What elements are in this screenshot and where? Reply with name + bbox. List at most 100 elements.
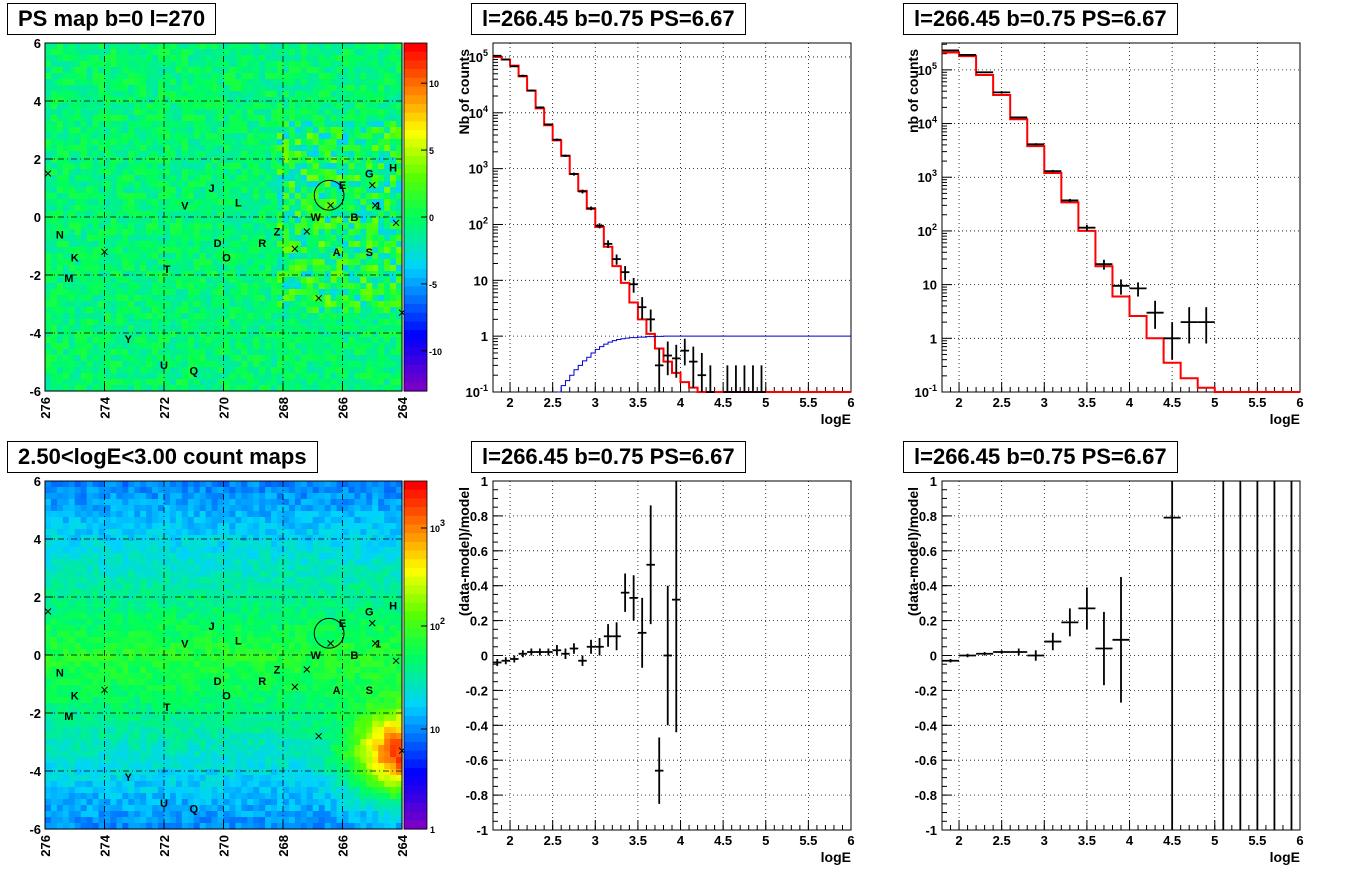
heatmap-cell <box>301 115 308 122</box>
heatmap-cell <box>99 709 106 716</box>
heatmap-cell <box>69 199 76 206</box>
heatmap-cell <box>116 631 123 638</box>
heatmap-cell <box>152 157 159 164</box>
heatmap-cell <box>390 325 397 332</box>
heatmap-cell <box>146 325 153 332</box>
heatmap-cell <box>319 175 326 182</box>
heatmap-cell <box>110 109 117 116</box>
heatmap-cell <box>229 109 236 116</box>
heatmap-cell <box>116 61 123 68</box>
heatmap-cell <box>122 157 129 164</box>
heatmap-cell <box>271 133 278 140</box>
heatmap-cell <box>301 205 308 212</box>
heatmap-cell <box>271 289 278 296</box>
heatmap-cell <box>105 187 112 194</box>
heatmap-cell <box>247 43 254 50</box>
heatmap-cell <box>116 697 123 704</box>
heatmap-cell <box>372 193 379 200</box>
heatmap-cell <box>158 193 165 200</box>
heatmap-cell <box>122 739 129 746</box>
source-label: H <box>389 163 397 175</box>
heatmap-cell <box>116 145 123 152</box>
heatmap-cell <box>265 181 272 188</box>
heatmap-cell <box>289 109 296 116</box>
colorbar-cell <box>404 130 427 139</box>
heatmap-cell <box>105 547 112 554</box>
heatmap-cell <box>93 103 100 110</box>
heatmap-cell <box>301 325 308 332</box>
heatmap-cell <box>116 247 123 254</box>
heatmap-cell <box>57 625 64 632</box>
heatmap-cell <box>253 79 260 86</box>
heatmap-cell <box>307 169 314 176</box>
heatmap-cell <box>75 769 82 776</box>
heatmap-cell <box>176 247 183 254</box>
heatmap-cell <box>247 349 254 356</box>
heatmap-cell <box>212 169 219 176</box>
heatmap-cell <box>69 217 76 224</box>
heatmap-cell <box>164 229 171 236</box>
heatmap-cell <box>81 661 88 668</box>
heatmap-cell <box>384 361 391 368</box>
heatmap-cell <box>170 127 177 134</box>
heatmap-cell <box>45 811 52 818</box>
source-label: S <box>366 247 373 259</box>
x-tick-label: 5.5 <box>799 395 817 410</box>
heatmap-cell <box>182 145 189 152</box>
heatmap-cell <box>63 367 70 374</box>
heatmap-cell <box>45 55 52 62</box>
heatmap-cell <box>212 301 219 308</box>
heatmap-cell <box>105 565 112 572</box>
heatmap-cell <box>57 157 64 164</box>
heatmap-cell <box>241 151 248 158</box>
heatmap-cell <box>337 271 344 278</box>
heatmap-cell <box>116 307 123 314</box>
heatmap-cell <box>87 265 94 272</box>
data-point <box>959 54 976 55</box>
heatmap-cell <box>390 229 397 236</box>
heatmap-cell <box>212 325 219 332</box>
heatmap-cell <box>116 799 123 806</box>
heatmap-cell <box>45 781 52 788</box>
source-label: B <box>350 212 358 224</box>
heatmap-cell <box>105 61 112 68</box>
heatmap-cell <box>390 109 397 116</box>
heatmap-cell <box>116 367 123 374</box>
heatmap-cell <box>110 193 117 200</box>
x-tick-label: 264 <box>395 396 410 418</box>
heatmap-cell <box>235 331 242 338</box>
heatmap-cell <box>259 295 266 302</box>
heatmap-cell <box>331 121 338 128</box>
heatmap-cell <box>164 331 171 338</box>
heatmap-cell <box>122 133 129 140</box>
heatmap-cell <box>271 97 278 104</box>
heatmap-cell <box>241 91 248 98</box>
heatmap-cell <box>241 301 248 308</box>
heatmap-cell <box>360 181 367 188</box>
heatmap-cell <box>188 331 195 338</box>
heatmap-cell <box>57 517 64 524</box>
heatmap-cell <box>116 757 123 764</box>
heatmap-cell <box>354 295 361 302</box>
heatmap-cell <box>265 379 272 386</box>
heatmap-cell <box>122 259 129 266</box>
heatmap-cell <box>307 115 314 122</box>
heatmap-cell <box>366 145 373 152</box>
heatmap-cell <box>259 283 266 290</box>
heatmap-cell <box>235 109 242 116</box>
heatmap-cell <box>75 733 82 740</box>
heatmap-cell <box>128 697 135 704</box>
heatmap-cell <box>360 301 367 308</box>
heatmap-cell <box>122 721 129 728</box>
heatmap-cell <box>229 337 236 344</box>
heatmap-cell <box>253 361 260 368</box>
heatmap-cell <box>307 145 314 152</box>
heatmap-cell <box>116 595 123 602</box>
heatmap-cell <box>69 91 76 98</box>
heatmap-cell <box>206 253 213 260</box>
heatmap-cell <box>105 295 112 302</box>
heatmap-cell <box>51 535 58 542</box>
heatmap-cell <box>57 55 64 62</box>
y-axis-label: nb of counts <box>905 49 921 133</box>
heatmap-cell <box>289 313 296 320</box>
